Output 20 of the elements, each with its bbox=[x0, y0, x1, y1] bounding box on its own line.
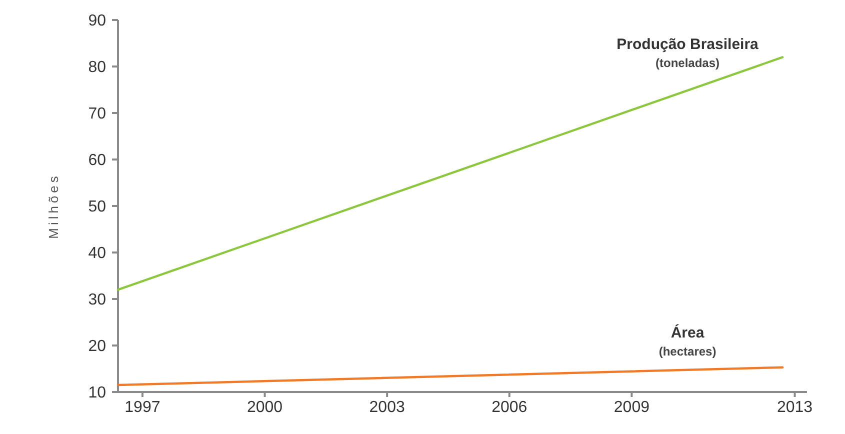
y-tick-label: 60 bbox=[88, 152, 106, 170]
x-tick-label: 2003 bbox=[369, 399, 405, 416]
annotation: (toneladas) bbox=[656, 56, 720, 70]
x-tick-label: 1997 bbox=[124, 399, 160, 416]
y-tick-label: 80 bbox=[88, 59, 106, 76]
x-tick-label: 2006 bbox=[492, 399, 528, 416]
y-tick-label: 20 bbox=[88, 338, 106, 356]
y-tick-label: 30 bbox=[88, 292, 106, 309]
y-tick-label: 40 bbox=[88, 245, 106, 262]
series-label: Produção Brasileira bbox=[616, 36, 760, 54]
y-tick-label: 50 bbox=[88, 198, 106, 216]
x-tick-label: 2000 bbox=[246, 399, 283, 416]
x-tick-label: 2013 bbox=[776, 399, 813, 416]
y-tick-label: 10 bbox=[88, 384, 106, 402]
y-tick-label: 70 bbox=[88, 106, 106, 123]
x-tick-label: 2009 bbox=[614, 399, 650, 416]
y-axis-title: Milhões bbox=[46, 173, 61, 239]
y-tick-label: 90 bbox=[88, 12, 106, 30]
annotation: (hectares) bbox=[658, 344, 716, 358]
series-label: Área bbox=[670, 323, 705, 342]
